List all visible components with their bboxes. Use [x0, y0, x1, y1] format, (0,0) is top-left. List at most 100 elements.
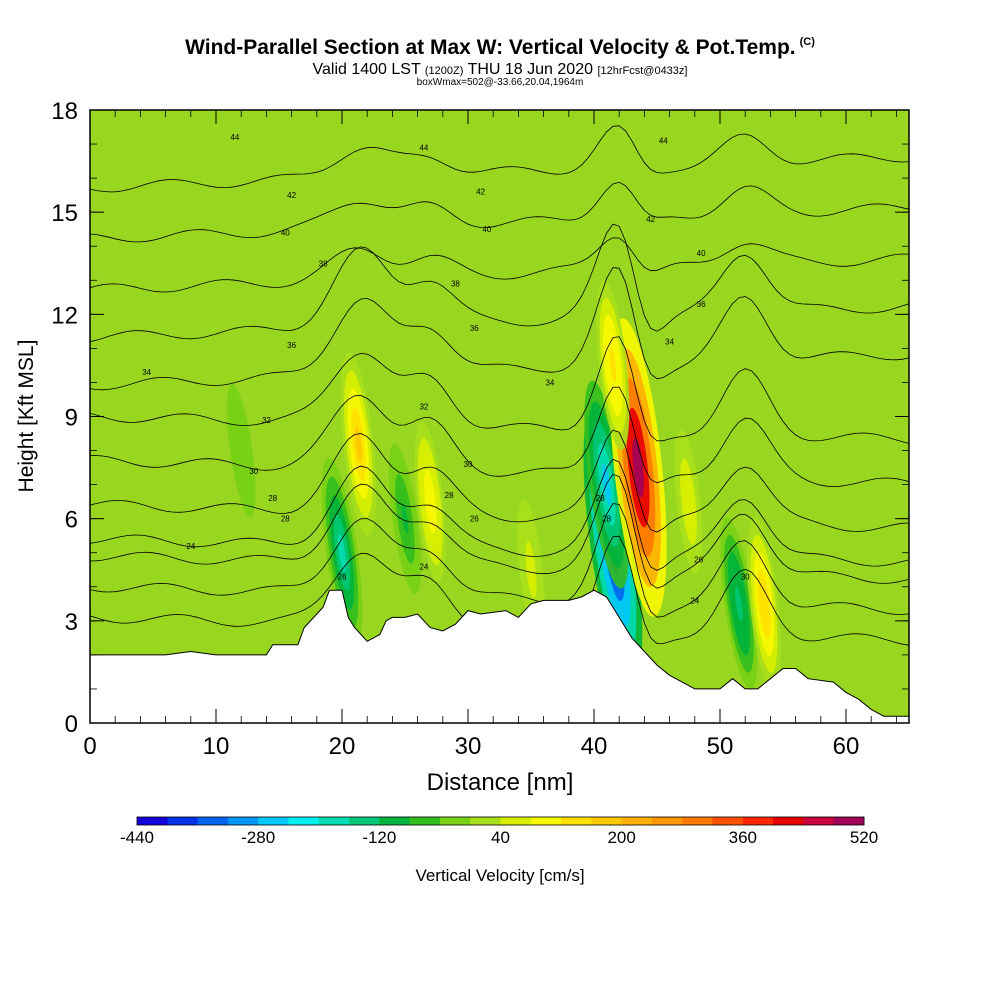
- y-tick-label: 18: [51, 98, 78, 125]
- theta-contour-line: [90, 458, 909, 571]
- x-axis-label: Distance [nm]: [427, 769, 574, 796]
- colorbar-swatch: [379, 817, 411, 825]
- subtitle-zulu: (1200Z): [424, 65, 464, 77]
- theta-contour-label: 42: [476, 188, 485, 197]
- theta-contour-label: 38: [319, 259, 328, 268]
- theta-contour-label: 30: [464, 460, 473, 469]
- velocity-cell: [401, 503, 409, 534]
- y-axis-label: Height [Kft MSL]: [15, 340, 38, 493]
- colorbar-swatch: [470, 817, 501, 825]
- theta-contour-label: 26: [694, 556, 703, 565]
- velocity-cell: [427, 485, 434, 518]
- colorbar-tick-label: 200: [607, 828, 635, 847]
- colorbar-swatch: [227, 817, 259, 825]
- x-tick-label: 0: [83, 733, 96, 760]
- colorbar-swatch: [561, 817, 592, 825]
- theta-contour-line: [90, 336, 909, 444]
- x-tick-label: 20: [329, 733, 356, 760]
- theta-contour-label: 28: [596, 494, 605, 503]
- subtitle-forecast: [12hrFcst@0433z]: [597, 65, 688, 77]
- theta-contour-label: 36: [470, 324, 479, 333]
- velocity-field: [226, 280, 781, 691]
- colorbar-tick-label: 360: [729, 828, 757, 847]
- theta-contour-label: 40: [281, 229, 290, 238]
- x-tick-label: 40: [581, 733, 608, 760]
- velocity-cell: [760, 586, 768, 622]
- theta-contour-line: [90, 181, 909, 243]
- colorbar-swatch: [712, 817, 744, 825]
- chart-subtitle: Valid 1400 LST (1200Z) THU 18 Jun 2020 […: [0, 61, 1000, 79]
- colorbar-swatch: [621, 817, 653, 825]
- theta-contour-label: 34: [142, 368, 151, 377]
- y-tick-label: 12: [51, 302, 78, 329]
- theta-contour-label: 28: [268, 494, 277, 503]
- y-tick-label: 6: [65, 507, 78, 534]
- colorbar-swatch: [409, 817, 441, 825]
- theta-contour-line: [90, 429, 909, 533]
- colorbar-swatch: [137, 817, 168, 825]
- theta-contour-label: 28: [445, 491, 454, 500]
- colorbar-swatch: [682, 817, 714, 825]
- colorbar-swatch: [530, 817, 562, 825]
- colorbar-swatch: [651, 817, 683, 825]
- colorbar-swatch: [318, 817, 350, 825]
- theta-contour-label: 28: [281, 515, 290, 524]
- theta-contour-label: 26: [470, 515, 479, 524]
- colorbar-tick-label: 40: [491, 828, 510, 847]
- colorbar-swatch: [288, 817, 320, 825]
- title-text: Wind-Parallel Section at Max W: Vertical…: [185, 36, 796, 59]
- subtitle-valid: Valid 1400 LST: [312, 61, 421, 78]
- y-tick-label: 0: [65, 711, 78, 738]
- colorbar-swatch: [803, 817, 835, 825]
- theta-contour-label: 28: [602, 515, 611, 524]
- theta-contour-line: [90, 473, 909, 589]
- theta-contour-label: 36: [697, 300, 706, 309]
- velocity-cell: [337, 533, 347, 572]
- x-tick-label: 50: [707, 733, 734, 760]
- theta-contour-line: [90, 386, 909, 488]
- theta-contour-label: 44: [659, 137, 668, 146]
- colorbar-swatch: [167, 817, 199, 825]
- theta-contour-label: 36: [287, 341, 296, 350]
- box-max-info: boxWmax=502@-33.66,20.04,1964m: [416, 77, 584, 88]
- x-tick-label: 60: [833, 733, 860, 760]
- x-tick-label: 30: [455, 733, 482, 760]
- theta-contour-label: 26: [338, 573, 347, 582]
- theta-contour-label: 32: [419, 402, 428, 411]
- colorbar-swatch: [500, 817, 532, 825]
- theta-contour-label: 42: [287, 191, 296, 200]
- velocity-cell: [685, 487, 692, 517]
- colorbar-swatch: [197, 817, 229, 825]
- velocity-cell: [632, 437, 644, 498]
- colorbar-tick-label: -440: [120, 828, 154, 847]
- theta-contour-label: 40: [697, 249, 706, 258]
- theta-contour-label: 44: [230, 133, 239, 142]
- theta-contour-label: 34: [665, 338, 674, 347]
- copyright-mark: (C): [799, 36, 815, 48]
- terrain-profile: [90, 589, 909, 723]
- colorbar-swatch: [439, 817, 471, 825]
- colorbar-swatch: [349, 817, 380, 825]
- y-tick-label: 3: [65, 609, 78, 636]
- velocity-cell: [735, 586, 743, 622]
- subtitle-date: THU 18 Jun 2020: [467, 61, 593, 78]
- y-tick-label: 9: [65, 405, 78, 432]
- theta-contour-label: 38: [451, 280, 460, 289]
- y-tick-label: 15: [51, 200, 78, 227]
- colorbar-swatch: [591, 817, 623, 825]
- theta-contour-label: 30: [249, 467, 258, 476]
- theta-contour-label: 42: [646, 215, 655, 224]
- chart-title: Wind-Parallel Section at Max W: Vertical…: [0, 36, 1000, 60]
- velocity-cell: [609, 348, 617, 383]
- x-tick-label: 10: [203, 733, 230, 760]
- colorbar-label: Vertical Velocity [cm/s]: [415, 866, 584, 885]
- theta-contour-label: 24: [419, 562, 428, 571]
- theta-contour-label: 24: [690, 596, 699, 605]
- velocity-cell: [238, 437, 245, 464]
- theta-contour-line: [90, 223, 909, 343]
- velocity-cell: [528, 555, 534, 584]
- colorbar-tick-label: 520: [850, 828, 878, 847]
- colorbar-tick-label: -280: [241, 828, 275, 847]
